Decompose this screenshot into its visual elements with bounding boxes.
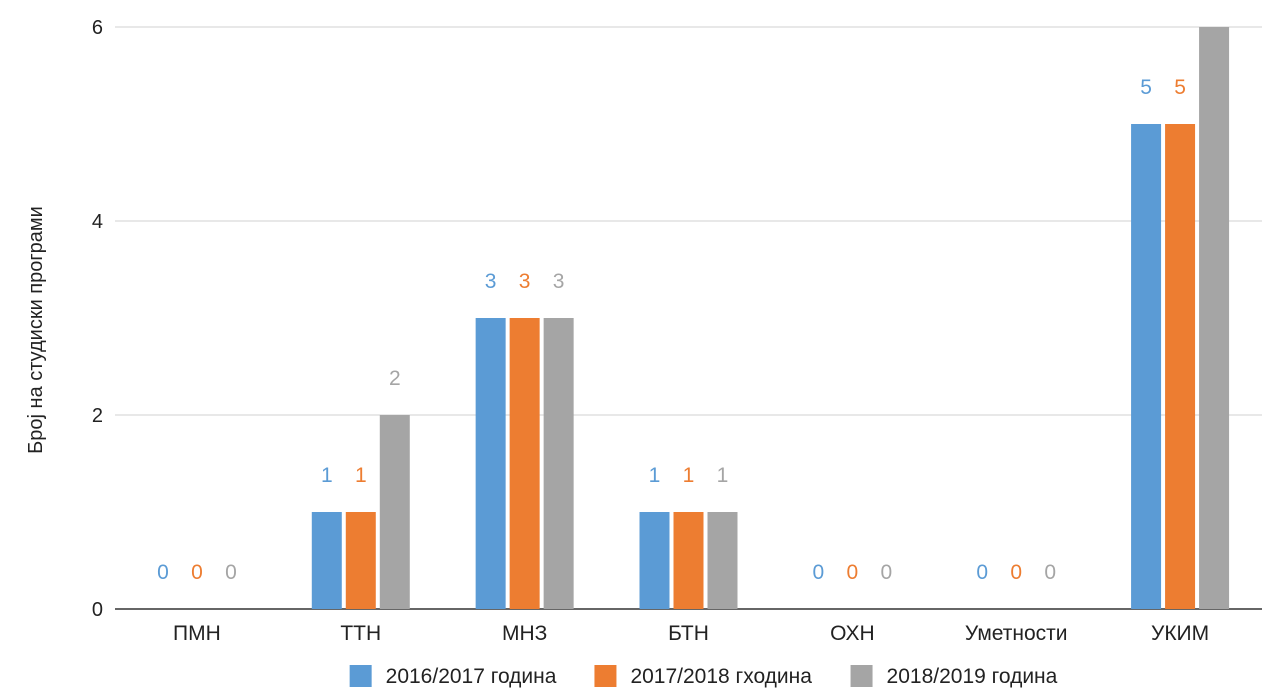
data-label: 2 xyxy=(389,367,401,390)
legend-label: 2016/2017 година xyxy=(386,665,557,688)
data-label: 1 xyxy=(683,464,695,487)
x-category-label: Уметности xyxy=(965,622,1068,645)
bar xyxy=(543,318,574,609)
y-tick-label: 4 xyxy=(92,211,103,233)
x-category-label: ТТН xyxy=(340,622,381,645)
legend-item: 2016/2017 година xyxy=(349,665,557,688)
data-label: 3 xyxy=(553,270,565,293)
data-label: 1 xyxy=(355,464,367,487)
legend-item: 2018/2019 година xyxy=(850,665,1058,688)
bar xyxy=(1131,124,1162,609)
data-label: 3 xyxy=(485,270,497,293)
x-category-label: БТН xyxy=(668,622,709,645)
bar xyxy=(475,318,506,609)
legend-swatch xyxy=(850,665,873,687)
data-label: 0 xyxy=(1010,561,1022,584)
bar xyxy=(345,512,376,609)
bar xyxy=(1199,27,1230,609)
data-label: 0 xyxy=(1044,561,1056,584)
legend-label: 2017/2018 гходина xyxy=(630,665,812,688)
y-axis-ticks: 0 2 4 6 xyxy=(92,17,103,621)
bar xyxy=(509,318,540,609)
y-tick-label: 6 xyxy=(92,17,103,39)
bar xyxy=(379,415,410,609)
x-axis-categories: ПМН ТТН МНЗ БТН ОХН Уметности УКИМ xyxy=(173,622,1209,645)
legend-item: 2017/2018 гходина xyxy=(594,665,812,688)
data-label: 0 xyxy=(225,561,237,584)
data-label: 5 xyxy=(1174,76,1186,99)
data-label: 5 xyxy=(1140,76,1152,99)
data-labels: 0 0 01 123 3 31 1 10 0 0 0 0 05 5 xyxy=(157,76,1186,584)
legend: 2016/2017 година 2017/2018 гходина 2018/20… xyxy=(349,665,1058,688)
legend-swatch xyxy=(594,665,617,687)
data-label: 0 xyxy=(976,561,988,584)
bar xyxy=(673,512,704,609)
data-label: 1 xyxy=(321,464,333,487)
data-label: 1 xyxy=(649,464,661,487)
legend-label: 2018/2019 година xyxy=(887,665,1058,688)
bar xyxy=(639,512,670,609)
data-label: 3 xyxy=(519,270,531,293)
bar xyxy=(707,512,738,609)
data-label: 0 xyxy=(191,561,203,584)
x-category-label: МНЗ xyxy=(502,622,547,645)
bar xyxy=(311,512,342,609)
x-category-label: ОХН xyxy=(830,622,875,645)
data-label: 0 xyxy=(157,561,169,584)
bars xyxy=(311,27,1230,609)
bar xyxy=(1165,124,1196,609)
data-label: 0 xyxy=(847,561,859,584)
y-tick-label: 0 xyxy=(92,599,103,621)
data-label: 0 xyxy=(881,561,893,584)
data-label: 1 xyxy=(717,464,729,487)
x-category-label: ПМН xyxy=(173,622,221,645)
y-axis-title: Број на студиски програми xyxy=(25,206,47,454)
data-label: 0 xyxy=(813,561,825,584)
x-category-label: УКИМ xyxy=(1151,622,1209,645)
y-tick-label: 2 xyxy=(92,405,103,427)
legend-swatch xyxy=(349,665,372,687)
